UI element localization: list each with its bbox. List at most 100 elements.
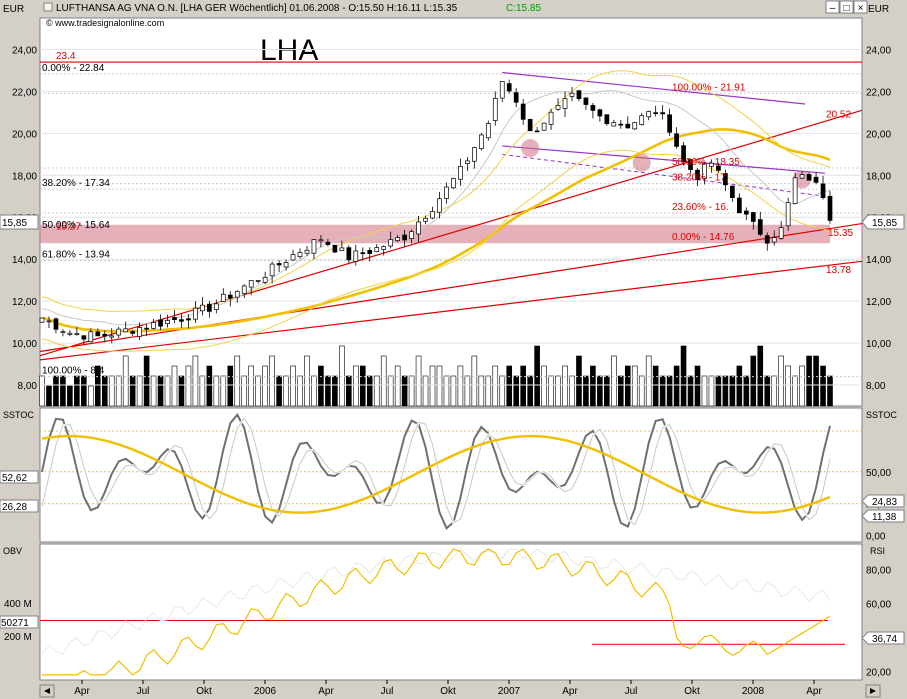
price-line-label: 61.80% - 13.94 bbox=[42, 249, 110, 260]
volume-bar bbox=[227, 365, 234, 407]
volume-bar bbox=[750, 355, 757, 407]
maximize-button[interactable]: □ bbox=[839, 0, 854, 14]
candle-body bbox=[262, 276, 268, 283]
candle-body bbox=[102, 333, 108, 337]
sstoc-tag-3-box bbox=[861, 494, 905, 508]
candle-body bbox=[681, 145, 686, 163]
scroll-right-button[interactable] bbox=[865, 684, 881, 698]
price-axis-left-label: 24,00 bbox=[12, 45, 37, 56]
x-axis-label: Okt bbox=[196, 686, 212, 697]
volume-bar bbox=[241, 375, 248, 407]
sstoc-tag-4-box bbox=[861, 509, 905, 523]
volume-bar bbox=[150, 375, 157, 407]
highlight-circle bbox=[793, 170, 812, 189]
channel-mid-line bbox=[502, 153, 826, 197]
candle-body bbox=[339, 247, 345, 251]
rsi-line bbox=[42, 548, 831, 676]
candle-body bbox=[151, 322, 156, 329]
volume-bar bbox=[122, 355, 129, 407]
moving-average-long bbox=[41, 128, 831, 333]
candle-body bbox=[53, 318, 59, 330]
candle-body bbox=[39, 317, 45, 323]
volume-bar bbox=[471, 355, 478, 407]
candle-body bbox=[234, 291, 240, 298]
scroll-right-icon[interactable] bbox=[870, 688, 876, 694]
volume-bar bbox=[520, 365, 526, 407]
volume-bar bbox=[492, 365, 499, 407]
minimize-icon[interactable]: – bbox=[830, 3, 836, 14]
candle-body bbox=[297, 252, 303, 257]
close-icon[interactable]: × bbox=[858, 3, 864, 14]
obv-line bbox=[41, 548, 831, 655]
candle-body bbox=[332, 244, 338, 253]
candle-body bbox=[144, 327, 149, 330]
candle-body bbox=[186, 318, 191, 321]
volume-bar bbox=[101, 375, 108, 407]
scroll-left-button[interactable] bbox=[39, 684, 55, 698]
price-line-label: 13.78 bbox=[826, 265, 851, 276]
last-price-tag-right-box bbox=[861, 214, 905, 230]
maximize-button-box[interactable] bbox=[839, 0, 854, 14]
candle-body bbox=[499, 81, 505, 99]
candle-body bbox=[813, 176, 819, 183]
maximize-icon[interactable]: □ bbox=[843, 3, 849, 14]
volume-bar bbox=[339, 345, 345, 407]
price-axis-right-label: 18,00 bbox=[866, 171, 891, 182]
price-line-label: 15.35 bbox=[828, 228, 853, 239]
candle-body bbox=[353, 250, 359, 262]
candle-body bbox=[248, 280, 254, 288]
obv-title: OBV bbox=[3, 546, 22, 556]
candle-body bbox=[541, 122, 547, 131]
volume-bar bbox=[541, 365, 547, 407]
candle-body bbox=[730, 185, 735, 198]
x-axis-label: Okt bbox=[684, 686, 700, 697]
candle-body bbox=[604, 114, 610, 125]
minimize-button[interactable]: – bbox=[825, 0, 840, 14]
volume-bar bbox=[792, 375, 798, 407]
scroll-left-icon[interactable] bbox=[44, 688, 50, 694]
volume-bar bbox=[666, 375, 673, 407]
support-band bbox=[40, 224, 830, 244]
copyright-text: © www.tradesignalonline.com bbox=[46, 18, 164, 28]
candle-body bbox=[88, 331, 94, 343]
x-axis-label: Jul bbox=[625, 686, 638, 697]
volume-bar bbox=[115, 375, 122, 407]
volume-bar bbox=[74, 375, 80, 407]
volume-bar bbox=[318, 365, 324, 407]
channel-top-line bbox=[502, 71, 806, 105]
candle-body bbox=[409, 231, 414, 239]
candle-body bbox=[674, 133, 679, 147]
close-button[interactable]: × bbox=[853, 0, 868, 14]
volume-bar bbox=[527, 375, 533, 407]
x-axis-label: Okt bbox=[440, 686, 456, 697]
symbol-menu-icon[interactable] bbox=[43, 2, 53, 12]
close-button-box[interactable] bbox=[853, 0, 868, 14]
volume-bar bbox=[304, 355, 310, 407]
volume-bar bbox=[408, 375, 415, 407]
volume-bar bbox=[680, 345, 687, 407]
price-axis-left-label: 8,00 bbox=[18, 381, 38, 392]
volume-bar bbox=[394, 365, 401, 407]
volume-bar bbox=[485, 375, 492, 407]
candle-body bbox=[478, 134, 484, 149]
volume-bar bbox=[325, 375, 331, 407]
volume-bar bbox=[178, 375, 185, 407]
minimize-button-box[interactable] bbox=[825, 0, 840, 14]
price-line-label: 23.60% - 16. bbox=[672, 202, 729, 213]
volume-bar bbox=[799, 365, 805, 407]
volume-bar bbox=[67, 385, 73, 407]
candle-body bbox=[695, 169, 700, 180]
sstoc-right-value-2: 11,38 bbox=[872, 512, 897, 523]
volume-bar bbox=[353, 365, 359, 407]
volume-bar bbox=[729, 375, 736, 407]
candle-body bbox=[702, 163, 707, 179]
rsi-title: RSI bbox=[870, 546, 885, 556]
candle-body bbox=[527, 119, 533, 132]
sstoc-panel bbox=[39, 407, 863, 543]
candle-body bbox=[820, 183, 826, 198]
price-axis-left-label: 14,00 bbox=[12, 255, 37, 266]
candle-body bbox=[290, 254, 296, 261]
price-line-label: 0.00% - 14.76 bbox=[672, 232, 735, 243]
volume-bar bbox=[422, 375, 429, 407]
candle-body bbox=[743, 210, 749, 215]
